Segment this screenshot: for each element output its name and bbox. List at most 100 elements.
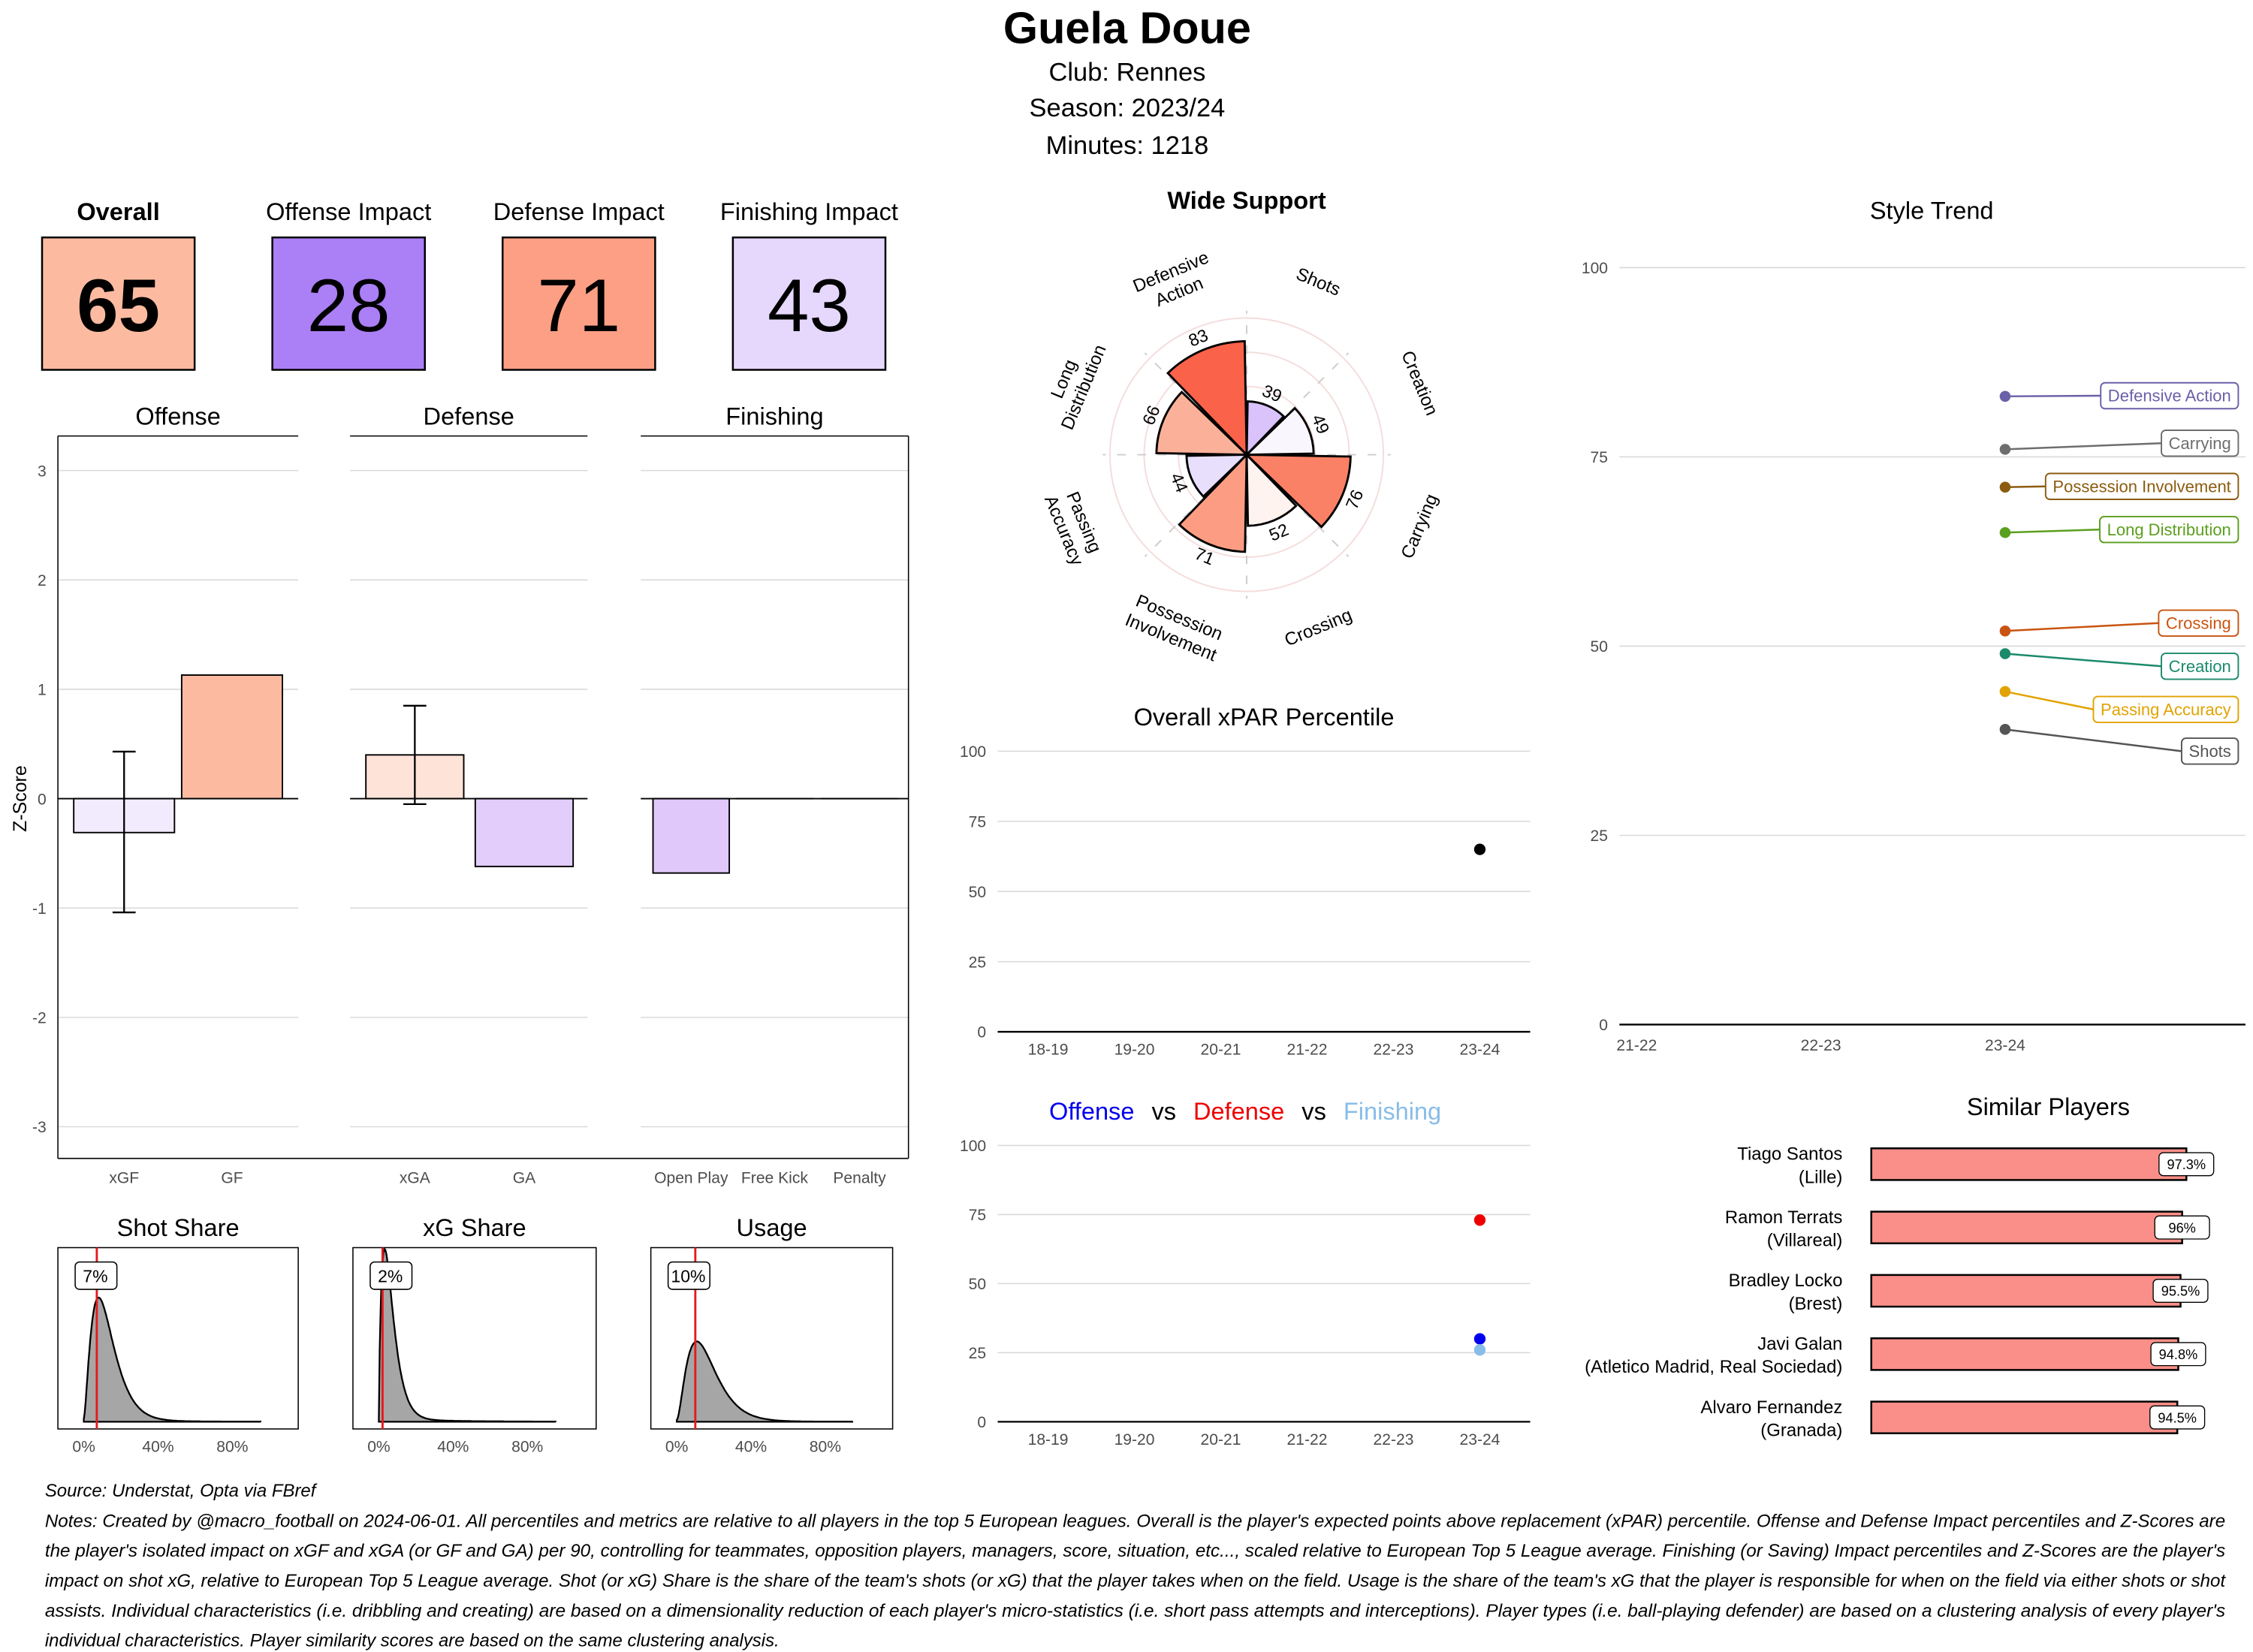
x-tick-label: 21-22: [1287, 1431, 1328, 1449]
player-name: Bradley Locko: [1729, 1271, 1843, 1291]
series-point: [1999, 686, 2011, 698]
similarity-bar: [1870, 1147, 2188, 1181]
radar-title: Wide Support: [1167, 187, 1326, 214]
y-tick-label: 0: [977, 1414, 986, 1431]
tile-box: [41, 236, 196, 371]
x-tick-label: 18-19: [1028, 1431, 1069, 1449]
x-tick-label: 80%: [216, 1439, 248, 1456]
chart-title: Similar Players: [1967, 1093, 2130, 1120]
similarity-label: 94.5%: [2158, 1410, 2197, 1425]
player-name: Tiago Santos: [1737, 1144, 1842, 1165]
title-part: vs: [1151, 1098, 1176, 1125]
marker-label-box: [74, 1261, 118, 1290]
player-name: Guela Doue: [1003, 2, 1251, 53]
radar-bar: [1178, 451, 1248, 553]
tile-value: 71: [537, 264, 620, 348]
radar-value-label: 76: [1342, 487, 1368, 512]
radar-bar: [1245, 451, 1298, 527]
series-leader-line: [2004, 442, 2162, 451]
radar-grid-circle: [1109, 317, 1385, 592]
share-title: xG Share: [423, 1214, 526, 1241]
data-point: [1473, 843, 1486, 855]
x-tick-label: 40%: [437, 1439, 469, 1456]
density-curve: [675, 1340, 853, 1423]
x-tick-label: 19-20: [1114, 1431, 1155, 1449]
player-club: (Atletico Madrid, Real Sociedad): [1585, 1357, 1842, 1377]
series-leader-line: [2004, 653, 2162, 668]
y-tick-label: 75: [969, 1207, 986, 1224]
tile-value: 65: [77, 264, 160, 348]
x-tick-label: 23-24: [1460, 1042, 1500, 1059]
x-tick-label: 0%: [665, 1439, 688, 1456]
tile-label: Overall: [77, 198, 159, 225]
marker-label: 7%: [83, 1266, 107, 1286]
tile-box: [502, 236, 656, 371]
similarity-label: 95.5%: [2161, 1284, 2200, 1299]
player-name: Alvaro Fernandez: [1700, 1397, 1842, 1418]
style-trend-chart: Style Trend 0 25 50 75 100 21-22 22-23 23-24 Defe…: [1582, 197, 2245, 1054]
y-tick-label: -2: [32, 1010, 47, 1027]
series-leader-line: [2004, 622, 2159, 632]
radar-bar: [1155, 390, 1250, 457]
x-tick-label: 19-20: [1114, 1042, 1155, 1059]
x-tick-label: 23-24: [1985, 1037, 2025, 1054]
marker-label: 2%: [378, 1266, 403, 1286]
share-panel-border: [650, 1247, 894, 1430]
radar-bar: [1244, 454, 1352, 529]
chart-title: Offense vs Defense vs Finishing: [1049, 1098, 1441, 1125]
share-panel-border: [352, 1247, 597, 1430]
x-tick-label: 22-23: [1374, 1431, 1414, 1449]
x-tick-label: xGF: [109, 1169, 139, 1186]
y-tick-label: 50: [1591, 638, 1608, 656]
title-part: Offense: [1049, 1098, 1134, 1125]
series-label-box: [2044, 472, 2239, 500]
panel-title: Defense: [424, 402, 514, 430]
similar-players-chart: Similar Players Tiago Santos(Lille) 97.3% R…: [1585, 1093, 2215, 1441]
report-header: Guela Doue Club: Rennes Season: 2023/24 …: [1003, 2, 1251, 160]
radar-category-label: Shots: [1293, 264, 1344, 300]
player-name: Javi Galan: [1757, 1334, 1842, 1355]
similarity-bar: [1870, 1274, 2182, 1308]
notes-line: Notes: Created by @macro_football on 202…: [45, 1511, 2225, 1531]
y-tick-label: 75: [1591, 449, 1608, 466]
density-curve: [83, 1296, 262, 1423]
season-line: Season: 2023/24: [1030, 94, 1226, 122]
x-tick-label: 20-21: [1201, 1431, 1241, 1449]
y-tick-label: 0: [977, 1024, 986, 1042]
series-label: Shots: [2189, 742, 2231, 761]
radar-value-label: 71: [1192, 544, 1217, 569]
x-tick-label: 0%: [367, 1439, 390, 1456]
x-tick-label: 80%: [511, 1439, 543, 1456]
x-tick-label: 18-19: [1028, 1042, 1069, 1059]
series-leader-line: [2004, 690, 2094, 710]
marker-label-box: [667, 1261, 710, 1290]
player-club: (Villareal): [1767, 1231, 1843, 1251]
series-label-box: [2161, 430, 2239, 457]
series-point: [1999, 390, 2011, 402]
title-part: Finishing: [1344, 1098, 1441, 1125]
series-label-box: [2180, 737, 2239, 765]
similarity-label: 96%: [2168, 1220, 2195, 1235]
chart-title: Overall xPAR Percentile: [1134, 704, 1395, 731]
radar-bar: [1245, 400, 1286, 458]
data-point: [1473, 1214, 1486, 1226]
tile-value: 43: [768, 264, 851, 348]
radar-value-label: 83: [1186, 325, 1211, 351]
x-tick-label: 22-23: [1374, 1042, 1414, 1059]
y-axis-label: Z-Score: [10, 765, 31, 832]
y-tick-label: 0: [38, 791, 47, 808]
radar-bar: [1185, 454, 1250, 499]
marker-label: 10%: [671, 1266, 705, 1286]
zscore-bar: [474, 797, 575, 867]
series-label: Creation: [2169, 657, 2231, 676]
source-text: Source: Understat, Opta via FBref: [45, 1481, 318, 1501]
x-tick-label: 40%: [735, 1439, 767, 1456]
similarity-label: 94.8%: [2159, 1347, 2198, 1362]
footer: Source: Understat, Opta via FBref Notes:…: [45, 1481, 2227, 1651]
x-tick-label: 23-24: [1460, 1431, 1500, 1449]
share-panel-border: [57, 1247, 299, 1430]
series-point: [1999, 724, 2011, 735]
series-leader-line: [2004, 728, 2182, 752]
x-tick-label: 21-22: [1287, 1042, 1328, 1059]
